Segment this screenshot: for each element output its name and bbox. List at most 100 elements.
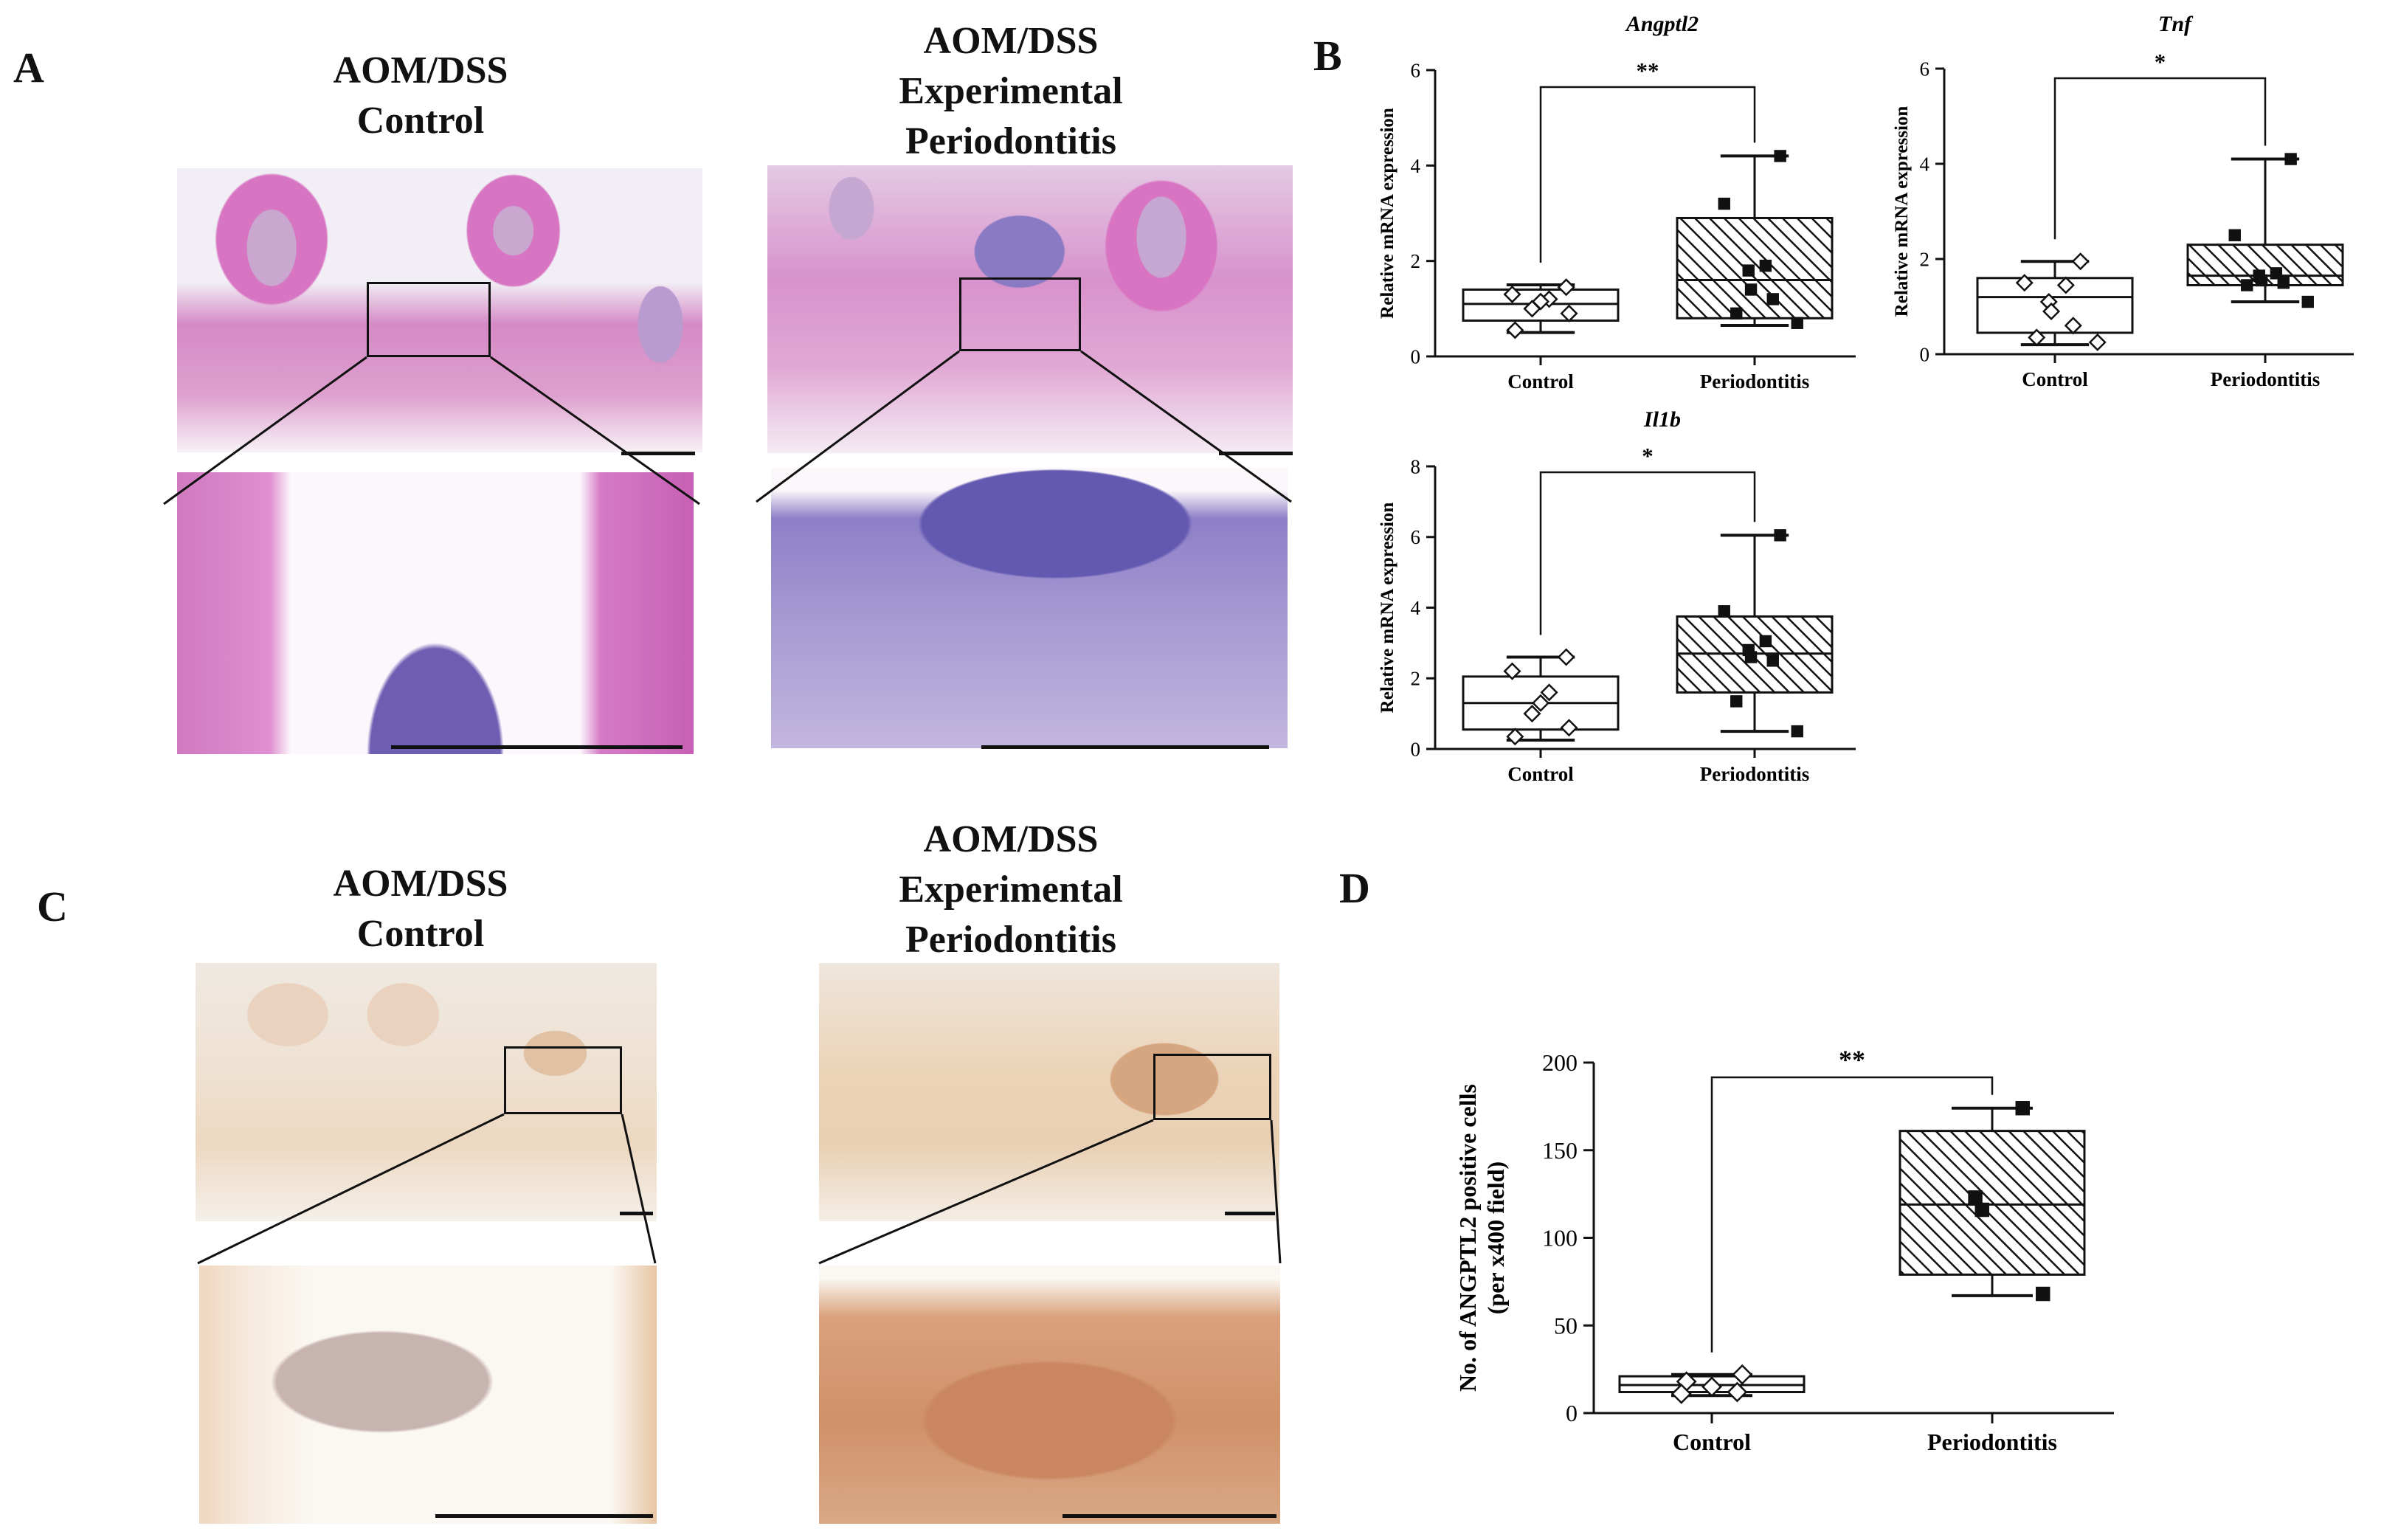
data-point [1744, 283, 1758, 296]
y-axis-label: Relative mRNA expression [1892, 106, 1912, 317]
data-point [2028, 328, 2046, 347]
y-axis-label: No. of ANGPTL2 positive cells [1454, 1084, 1481, 1392]
panel-letter-b: B [1313, 32, 1342, 80]
box-iqr [1898, 1130, 2086, 1276]
data-point [1974, 1202, 1989, 1218]
y-tick-label: 4 [1411, 155, 1421, 177]
ihc-control-high-mag-image [199, 1266, 657, 1524]
y-tick-label: 0 [1411, 345, 1421, 367]
chart-title: Tnf [2158, 12, 2194, 36]
data-point [2015, 274, 2034, 292]
significance-label: ** [1839, 1045, 1865, 1074]
data-point [2036, 1286, 2050, 1302]
significance-bracket [1539, 471, 1756, 635]
he-control-roi-box [367, 282, 491, 357]
x-category-label: Control [1673, 1429, 1751, 1455]
he-control-low-mag-image [177, 168, 702, 452]
data-point [1774, 529, 1786, 542]
panel-letter-d: D [1339, 864, 1370, 912]
y-tick-label: 2 [1920, 248, 1930, 270]
y-tick-label: 0 [1920, 343, 1930, 365]
data-point [1727, 1381, 1748, 1403]
panel-letter-a: A [13, 44, 44, 91]
y-tick-label: 0 [1411, 738, 1421, 760]
x-category-label: Control [1507, 370, 1574, 393]
panel-letter-c: C [37, 883, 68, 930]
data-point [2071, 252, 2090, 271]
data-point [1730, 695, 1743, 708]
data-point [2301, 295, 2314, 308]
data-point [1791, 317, 1803, 329]
data-point [2064, 317, 2082, 335]
data-point [1560, 304, 1578, 322]
chart-tnf: 0 2 4 6 Control Periodontitis Relative mRNA ex… [1892, 12, 2354, 390]
data-point [2255, 274, 2268, 287]
data-point [1506, 321, 1524, 339]
ihc-ep-high-mag-image [819, 1266, 1280, 1524]
data-point [1759, 635, 1772, 648]
data-point [2088, 333, 2107, 351]
significance-bracket [2053, 77, 2267, 240]
data-point [1730, 307, 1743, 320]
he-ep-high-mag-image [771, 468, 1288, 748]
significance-bracket [1710, 1076, 1994, 1353]
y-tick-label: 100 [1542, 1225, 1578, 1251]
data-point [1744, 651, 1758, 663]
data-point [1531, 694, 1550, 712]
significance-label: * [1642, 443, 1654, 469]
scale-bar [1063, 1514, 1276, 1518]
data-point [1742, 264, 1755, 277]
data-point [1557, 648, 1575, 666]
data-point [1523, 705, 1541, 723]
panel-c-ep-header: AOM/DSS Experimental Periodontitis [899, 818, 1123, 961]
data-point [1557, 278, 1575, 297]
data-point [1759, 259, 1772, 272]
data-point [1503, 285, 1521, 303]
data-point [2228, 229, 2241, 241]
y-tick-label: 6 [1920, 58, 1930, 80]
x-category-label: Control [2022, 368, 2088, 390]
ihc-ep-low-mag-image [819, 963, 1279, 1221]
y-tick-label: 8 [1411, 455, 1421, 477]
chart-angptl2-ihc: 0 50 100 150 200 Control Periodontitis No. of A… [1454, 1045, 2114, 1455]
significance-label: ** [1637, 58, 1659, 83]
he-control-high-mag-image [177, 472, 694, 754]
data-point [1701, 1376, 1722, 1398]
data-point [2015, 1101, 2030, 1116]
x-category-label: Control [1507, 763, 1574, 785]
chart-il1b: 0 2 4 6 8 Control Periodontitis Relative mRNA e… [1378, 407, 1856, 785]
data-point [1766, 655, 1779, 667]
data-point [2241, 279, 2253, 291]
scale-bar [620, 1212, 653, 1215]
scale-bar [1219, 452, 1293, 455]
data-point [1560, 719, 1578, 737]
scale-bar [435, 1514, 653, 1518]
data-point [2042, 302, 2061, 320]
scale-bar [1225, 1212, 1275, 1215]
y-tick-label: 150 [1542, 1137, 1578, 1164]
data-point [1732, 1364, 1753, 1385]
y-tick-label: 200 [1542, 1049, 1578, 1076]
y-tick-label: 50 [1554, 1312, 1578, 1339]
significance-label: * [2155, 49, 2166, 75]
y-tick-label: 2 [1411, 668, 1421, 690]
data-point [1670, 1383, 1692, 1404]
data-point [1523, 300, 1541, 318]
y-axis-label: Relative mRNA expression [1378, 503, 1397, 714]
he-ep-low-mag-image [767, 165, 1293, 453]
data-point [2056, 276, 2075, 294]
data-point [1718, 197, 1730, 210]
ihc-ep-roi-box [1153, 1054, 1271, 1120]
y-axis-label: Relative mRNA expression [1378, 108, 1397, 319]
data-point [1540, 683, 1558, 702]
y-tick-label: 4 [1920, 153, 1930, 175]
y-tick-label: 2 [1411, 250, 1421, 272]
data-point [2284, 153, 2297, 165]
chart-title: Il1b [1643, 407, 1681, 432]
panel-c-control-header: AOM/DSS Control [333, 863, 508, 955]
y-axis-label-line2: (per x400 field) [1482, 1161, 1509, 1314]
box-iqr [1976, 277, 2134, 334]
data-point [1766, 293, 1779, 305]
significance-bracket [1539, 86, 1756, 263]
